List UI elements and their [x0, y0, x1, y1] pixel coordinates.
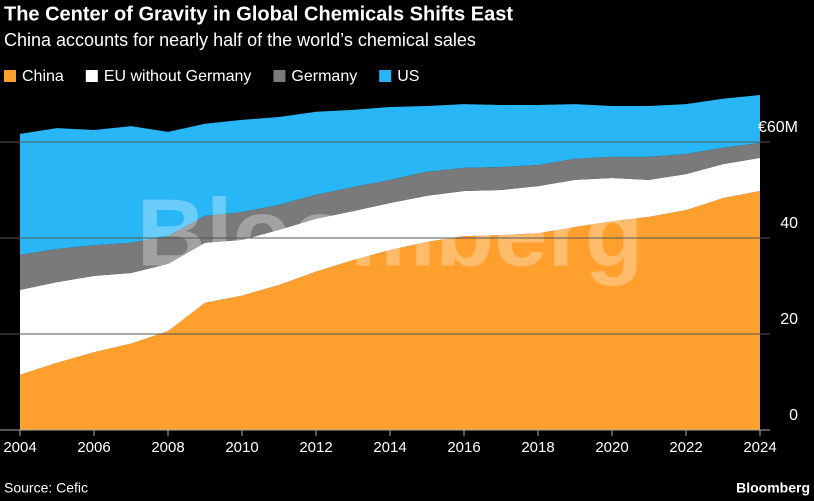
x-tick-label: 2012 [299, 439, 332, 456]
x-tick-label: 2016 [447, 439, 480, 456]
source: Source: Cefic [4, 480, 88, 496]
legend-swatch [273, 70, 286, 82]
legend: China EU without Germany Germany US [4, 68, 419, 85]
x-tick-label: 2004 [3, 439, 36, 456]
area [20, 190, 760, 430]
chart-title: The Center of Gravity in Global Chemical… [4, 3, 513, 25]
legend-swatch [85, 70, 98, 82]
x-tick-label: 2024 [743, 439, 776, 456]
x-tick-label: 2014 [373, 439, 406, 456]
legend-label: EU without Germany [104, 68, 252, 85]
y-tick-label: 0 [789, 407, 798, 424]
x-tick-label: 2006 [77, 439, 110, 456]
legend-label: Germany [291, 68, 357, 85]
x-tick-label: 2020 [595, 439, 628, 456]
legend-swatch [4, 70, 16, 82]
y-tick-label: 20 [780, 311, 798, 328]
watermark: Bloomberg [137, 179, 644, 286]
area [20, 142, 760, 290]
brand: Bloomberg [736, 480, 810, 496]
legend-label: China [22, 68, 64, 85]
x-tick-label: 2010 [225, 439, 258, 456]
x-tick-label: 2018 [521, 439, 554, 456]
x-tick-label: 2022 [669, 439, 702, 456]
legend-swatch [379, 70, 392, 82]
y-tick-label: €60M [758, 119, 798, 136]
legend-label: US [397, 68, 419, 85]
chart-subtitle: China accounts for nearly half of the wo… [4, 30, 476, 50]
y-tick-label: 40 [780, 215, 798, 232]
plot: Bloomberg 0 20 40 €60M 2004 2006 2008 2010 2012 20… [0, 94, 798, 456]
area [20, 157, 760, 375]
x-tick-label: 2008 [151, 439, 184, 456]
area [20, 94, 760, 255]
